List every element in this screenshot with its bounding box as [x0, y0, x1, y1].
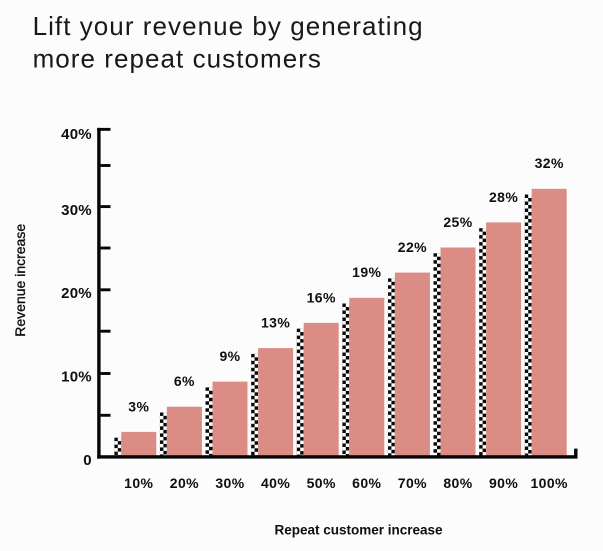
svg-text:25%: 25% [443, 214, 472, 230]
svg-text:30%: 30% [215, 475, 244, 491]
svg-text:100%: 100% [530, 475, 568, 491]
svg-text:more repeat customers: more repeat customers [33, 44, 322, 74]
svg-text:30%: 30% [61, 202, 92, 219]
svg-text:50%: 50% [307, 475, 336, 491]
svg-text:70%: 70% [398, 475, 427, 491]
svg-text:40%: 40% [261, 475, 290, 491]
svg-text:20%: 20% [170, 475, 199, 491]
svg-text:10%: 10% [61, 369, 92, 386]
svg-text:9%: 9% [219, 348, 240, 364]
svg-text:0: 0 [83, 452, 92, 469]
svg-text:3%: 3% [128, 398, 149, 414]
svg-text:90%: 90% [489, 475, 518, 491]
svg-text:19%: 19% [352, 264, 381, 280]
svg-text:22%: 22% [398, 239, 427, 255]
svg-text:40%: 40% [61, 126, 92, 143]
svg-text:13%: 13% [261, 315, 290, 331]
svg-text:80%: 80% [443, 475, 472, 491]
svg-text:Repeat customer increase: Repeat customer increase [274, 522, 443, 537]
svg-text:Revenue increase: Revenue increase [12, 224, 28, 337]
svg-text:20%: 20% [61, 285, 92, 302]
svg-text:16%: 16% [307, 289, 336, 305]
svg-text:60%: 60% [352, 475, 381, 491]
svg-text:32%: 32% [535, 155, 564, 171]
svg-text:28%: 28% [489, 189, 518, 205]
svg-text:10%: 10% [124, 475, 153, 491]
svg-text:6%: 6% [174, 373, 195, 389]
svg-text:Lift your revenue by generatin: Lift your revenue by generating [33, 11, 424, 41]
